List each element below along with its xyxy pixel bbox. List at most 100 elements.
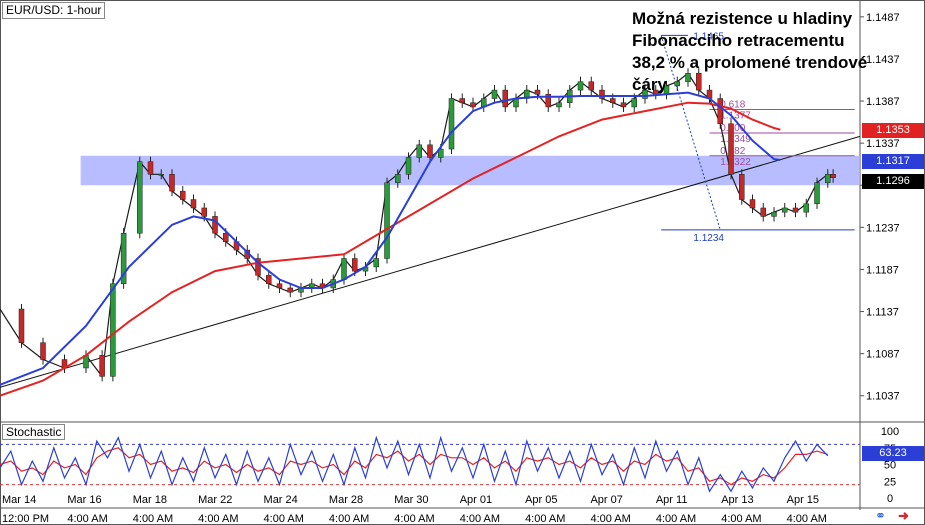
candle-body <box>631 98 637 108</box>
candle-body <box>491 89 498 99</box>
candle-body <box>599 89 605 99</box>
sma-fast-line <box>0 91 781 386</box>
candle-body <box>556 102 562 108</box>
price-tick-label: 1.1087 <box>866 349 900 361</box>
candle-body <box>416 144 422 158</box>
candle-body <box>825 174 831 183</box>
candle-body <box>620 102 627 108</box>
candle-body <box>803 203 809 213</box>
time-axis-label: Mar 30 <box>394 494 428 506</box>
price-line <box>0 72 834 378</box>
candle-body <box>830 174 836 178</box>
symbol-label: EUR/USD: 1-hour <box>2 2 106 19</box>
stoch-tick-label: 50 <box>884 460 896 472</box>
candle-body <box>739 174 745 200</box>
time-axis-sublabel: 4:00 AM <box>394 513 434 525</box>
candle-body <box>18 308 25 343</box>
trendline <box>0 135 861 388</box>
stoch-tick-label: 100 <box>881 426 899 438</box>
stoch-k-line <box>0 435 829 493</box>
candle-body <box>190 199 197 209</box>
link-icon[interactable]: ⚭ <box>875 508 886 523</box>
candle-body <box>201 207 207 217</box>
candle-body <box>674 81 680 87</box>
fib-price-label: 1.1322 <box>720 157 751 168</box>
price-tick-label: 1.1037 <box>866 391 900 403</box>
price-tick-label: 1.1487 <box>866 12 900 24</box>
candle-body <box>99 355 105 377</box>
stoch-tick-label: 25 <box>884 476 896 488</box>
candle-body <box>40 342 46 360</box>
candle-body <box>459 98 465 103</box>
candle-body <box>405 157 412 175</box>
candle-body <box>470 102 476 108</box>
price-tick-label: 1.1337 <box>866 138 900 150</box>
time-axis-sublabel: 12:00 PM <box>2 513 49 525</box>
fib-price-label: 1.1349 <box>720 134 751 145</box>
candle-body <box>169 174 175 192</box>
price-tag-current: 1.1296 <box>862 174 924 189</box>
candle-body <box>266 275 272 285</box>
candle-body <box>180 190 186 200</box>
time-axis-label: Mar 18 <box>133 494 167 506</box>
candle-body <box>792 207 799 213</box>
candle-body <box>534 89 541 95</box>
candle-body <box>814 182 820 205</box>
candle-body <box>610 98 616 103</box>
time-axis-sublabel: 4:00 AM <box>721 513 761 525</box>
candle-body <box>276 283 283 289</box>
candle-body <box>147 161 154 175</box>
candle-body <box>395 174 401 183</box>
time-axis-label: Apr 07 <box>590 494 622 506</box>
candle-body <box>120 232 127 285</box>
time-axis-label: Mar 24 <box>264 494 298 506</box>
fib-low-label: 1.1234 <box>693 233 724 244</box>
candle-body <box>588 81 594 91</box>
time-axis-label: Apr 05 <box>525 494 557 506</box>
time-axis-label: Mar 16 <box>67 494 101 506</box>
candle-body <box>438 148 444 158</box>
time-axis-sublabel: 4:00 AM <box>329 513 369 525</box>
candle-body <box>137 161 143 234</box>
candle-body <box>158 174 164 176</box>
price-tick-label: 1.1237 <box>866 222 900 234</box>
candle-body <box>427 144 433 158</box>
candle-body <box>717 98 723 125</box>
candle-body <box>685 73 691 82</box>
time-axis-sublabel: 4:00 AM <box>264 513 304 525</box>
candle-body <box>728 123 734 175</box>
price-tick-label: 1.1387 <box>866 96 900 108</box>
time-axis-label: Apr 01 <box>460 494 492 506</box>
candle-body <box>782 207 788 213</box>
time-axis-sublabel: 4:00 AM <box>656 513 696 525</box>
sma-slow-line <box>0 101 781 397</box>
candle-body <box>749 199 756 209</box>
candle-body <box>212 216 218 234</box>
candle-body <box>545 94 551 108</box>
price-tick-label: 1.1137 <box>866 307 899 319</box>
candle-body <box>384 182 390 259</box>
fib-price-label: 1.1377 <box>720 110 751 121</box>
candle-body <box>287 287 293 293</box>
price-tick-label: 1.1437 <box>866 54 900 66</box>
stoch-d-line <box>0 447 828 486</box>
time-axis-sublabel: 4:00 AM <box>525 513 565 525</box>
fib-ratio-label: 0.618 <box>720 99 745 110</box>
candle-body <box>352 258 358 272</box>
price-tick-label: 1.1187 <box>866 264 899 276</box>
time-axis-sublabel: 4:00 AM <box>67 513 107 525</box>
time-axis-sublabel: 4:00 AM <box>787 513 827 525</box>
arrow-right-icon[interactable]: ➜ <box>898 508 909 523</box>
time-axis-sublabel: 4:00 AM <box>198 513 238 525</box>
time-axis-label: Apr 11 <box>656 494 688 506</box>
price-tag-slow-sma: 1.1353 <box>862 123 924 138</box>
candle-body <box>771 211 777 217</box>
candle-body <box>760 207 766 217</box>
candle-body <box>696 73 702 91</box>
time-axis-label: Mar 22 <box>198 494 232 506</box>
time-axis-label: Mar 14 <box>2 494 36 506</box>
stochastic-label: Stochastic <box>2 424 66 440</box>
candle-body <box>341 258 347 280</box>
